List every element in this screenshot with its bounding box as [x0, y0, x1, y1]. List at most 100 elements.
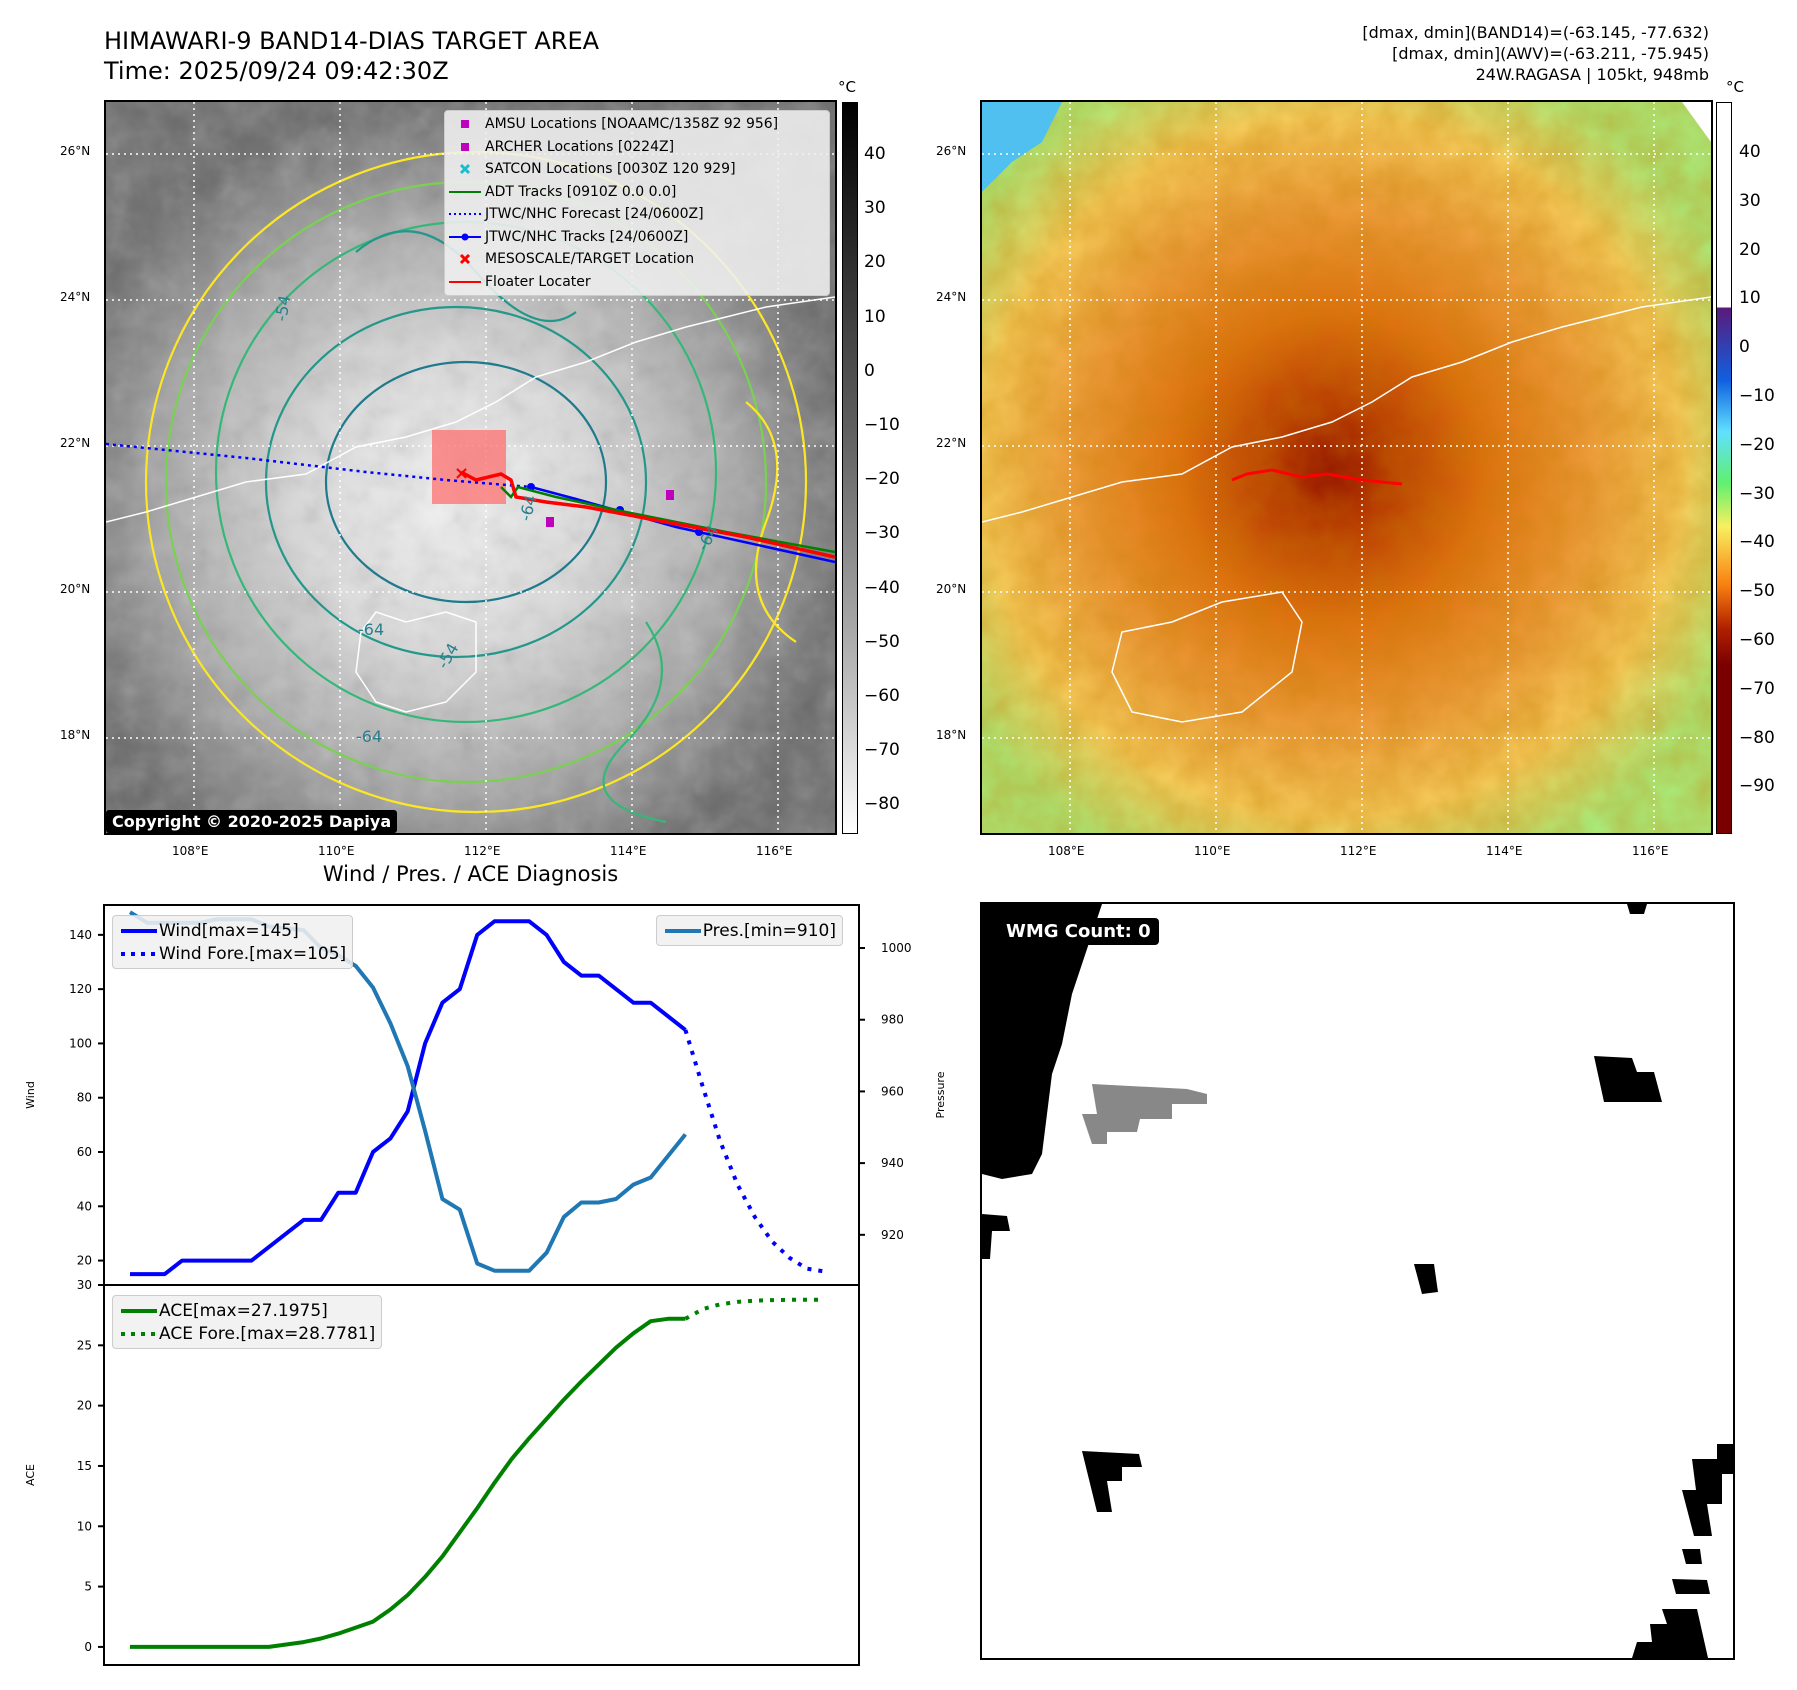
legend-label: Wind[max=145]: [159, 920, 299, 941]
contour-label: -64: [356, 727, 382, 746]
contours: [144, 150, 808, 824]
legend-label: ACE Fore.[max=28.7781]: [159, 1323, 376, 1344]
color-colorbar-tick: −90: [1739, 776, 1775, 797]
enhanced-texture: [982, 102, 1711, 833]
floater-track: [460, 470, 835, 559]
target-area-box: [432, 430, 506, 504]
square-marker-icon: [445, 119, 485, 129]
gray-colorbar-tick: 0: [864, 360, 875, 381]
solid-line-icon: [119, 1308, 159, 1314]
legend-label: Floater Locater: [485, 273, 591, 290]
legend-label: Wind Fore.[max=105]: [159, 943, 347, 964]
legend-label: Pres.[min=910]: [702, 920, 836, 941]
gray-colorbar-tick: −70: [864, 740, 900, 761]
legend-label: AMSU Locations [NOAAMC/1358Z 92 956]: [485, 116, 779, 133]
lat-label-right: 26°N: [936, 144, 967, 158]
stats-line-3: 24W.RAGASA | 105kt, 948mb: [1475, 65, 1709, 84]
legend-item: ADT Tracks [0910Z 0.0 0.0]: [445, 181, 829, 204]
wmg-region: [1594, 1056, 1662, 1102]
y-tick-label: 0: [84, 1640, 92, 1654]
legend-label: MESOSCALE/TARGET Location: [485, 251, 695, 268]
lat-label-left: 22°N: [60, 436, 91, 450]
solid-line-icon: [445, 279, 485, 285]
legend-item: JTWC/NHC Forecast [24/0600Z]: [445, 203, 829, 226]
wmg-region: [1082, 1451, 1142, 1512]
wmg-count-badge: WMG Count: 0: [998, 918, 1159, 945]
dotted-line-icon: [119, 951, 159, 957]
enhanced-map-panel[interactable]: [980, 100, 1713, 835]
lat-label-right: 24°N: [936, 290, 967, 304]
color-colorbar-tick: 40: [1739, 142, 1761, 162]
y2-tick-label: 1000: [881, 941, 912, 955]
wmg-region: [1682, 1444, 1733, 1536]
color-colorbar-tick: 30: [1739, 190, 1761, 211]
legend-item: JTWC/NHC Tracks [24/0600Z]: [445, 226, 829, 249]
y2-tick-label: 980: [881, 1013, 904, 1027]
contour-label: -64: [358, 620, 384, 639]
y2-tick-label: 920: [881, 1228, 904, 1242]
y2-tick-label: 960: [881, 1084, 904, 1098]
gray-colorbar-tick: −50: [864, 631, 900, 652]
y-tick-label: 100: [69, 1036, 92, 1050]
ace-chart: 0 5 10 15 20 25 30 ACE ACE[max=27.1975] ACE For…: [24, 1278, 860, 1666]
color-colorbar-tick: −30: [1739, 483, 1775, 504]
lon-label-left: 108°E: [172, 844, 209, 858]
stats-title: [dmax, dmin](BAND14)=(-63.145, -77.632) …: [1362, 22, 1709, 85]
wmg-panel: WMG Count: 0: [980, 902, 1735, 1660]
y-tick-label: 25: [77, 1338, 92, 1352]
y2-axis-label: Pressure: [934, 1071, 947, 1118]
gray-colorbar-tick: −40: [864, 577, 900, 598]
pressure-legend: Pres.[min=910]: [655, 915, 843, 946]
y-tick-label: 5: [84, 1580, 92, 1594]
coastlines-enhanced: [982, 296, 1711, 723]
wmg-region: [1627, 904, 1647, 914]
y-tick-label: 140: [69, 928, 92, 942]
ace-legend: ACE[max=27.1975] ACE Fore.[max=28.7781]: [112, 1295, 383, 1349]
lon-label-right: 112°E: [1340, 844, 1377, 858]
lon-label-left: 110°E: [318, 844, 355, 858]
legend-label: ADT Tracks [0910Z 0.0 0.0]: [485, 183, 677, 200]
y-tick-label: 80: [77, 1091, 92, 1105]
gray-colorbar-tick: −30: [864, 523, 900, 544]
series-line-ace: [130, 1316, 686, 1649]
title-line-1: HIMAWARI-9 BAND14-DIAS TARGET AREA: [104, 27, 600, 55]
legend-item-ace: ACE[max=27.1975]: [119, 1299, 375, 1322]
stats-line-2: [dmax, dmin](AWV)=(-63.211, -75.945): [1392, 44, 1709, 63]
legend-item: ARCHER Locations [0224Z]: [445, 136, 829, 159]
y-tick-label: 60: [77, 1145, 92, 1159]
gray-colorbar-tick: 20: [864, 252, 886, 273]
copyright-label: Copyright © 2020-2025 Dapiya: [106, 810, 398, 833]
main-title: HIMAWARI-9 BAND14-DIAS TARGET AREA Time:…: [104, 26, 599, 86]
y-axis-label: Wind: [24, 1081, 37, 1109]
square-marker-icon: [445, 142, 485, 152]
wmg-region: [982, 904, 1102, 1179]
diagnosis-title: Wind / Pres. / ACE Diagnosis: [322, 862, 619, 886]
y-tick-label: 20: [77, 1254, 92, 1268]
cold-region: [982, 102, 1062, 192]
color-colorbar-tick: −40: [1739, 532, 1775, 553]
lon-label-left: 116°E: [756, 844, 793, 858]
y2-tick-label: 940: [881, 1156, 904, 1170]
line-dot-icon: [445, 232, 485, 242]
gray-colorbar-tick: 40: [864, 144, 886, 164]
gray-colorbar-tick: −10: [864, 415, 900, 435]
color-colorbar-tick: −60: [1739, 630, 1775, 650]
gray-colorbar-tick: 30: [864, 198, 886, 219]
solid-line-icon: [663, 928, 703, 934]
map-grid-enhanced: [982, 102, 1711, 833]
wind-legend: Wind[max=145] Wind Fore.[max=105]: [112, 915, 354, 969]
wmg-region: [1414, 1264, 1438, 1294]
x-marker-icon: [445, 163, 485, 175]
legend-item-ace-forecast: ACE Fore.[max=28.7781]: [119, 1322, 375, 1345]
enhanced-map: [982, 102, 1711, 833]
legend-item-wind-forecast: Wind Fore.[max=105]: [119, 942, 346, 965]
lat-label-left: 24°N: [60, 290, 91, 304]
dotted-line-icon: [445, 211, 485, 217]
legend-item: SATCON Locations [0030Z 120 929]: [445, 158, 829, 181]
color-colorbar-tick: −10: [1739, 386, 1775, 406]
wmg-region: [982, 1214, 1010, 1259]
ir-map-panel[interactable]: × -64 -64 -54 -64 -54 -64 AMSU Locations…: [104, 100, 837, 835]
map-legend: AMSU Locations [NOAAMC/1358Z 92 956] ARCH…: [444, 110, 830, 296]
no-data-region: [1682, 102, 1711, 142]
title-line-2: Time: 2025/09/24 09:42:30Z: [104, 57, 449, 85]
